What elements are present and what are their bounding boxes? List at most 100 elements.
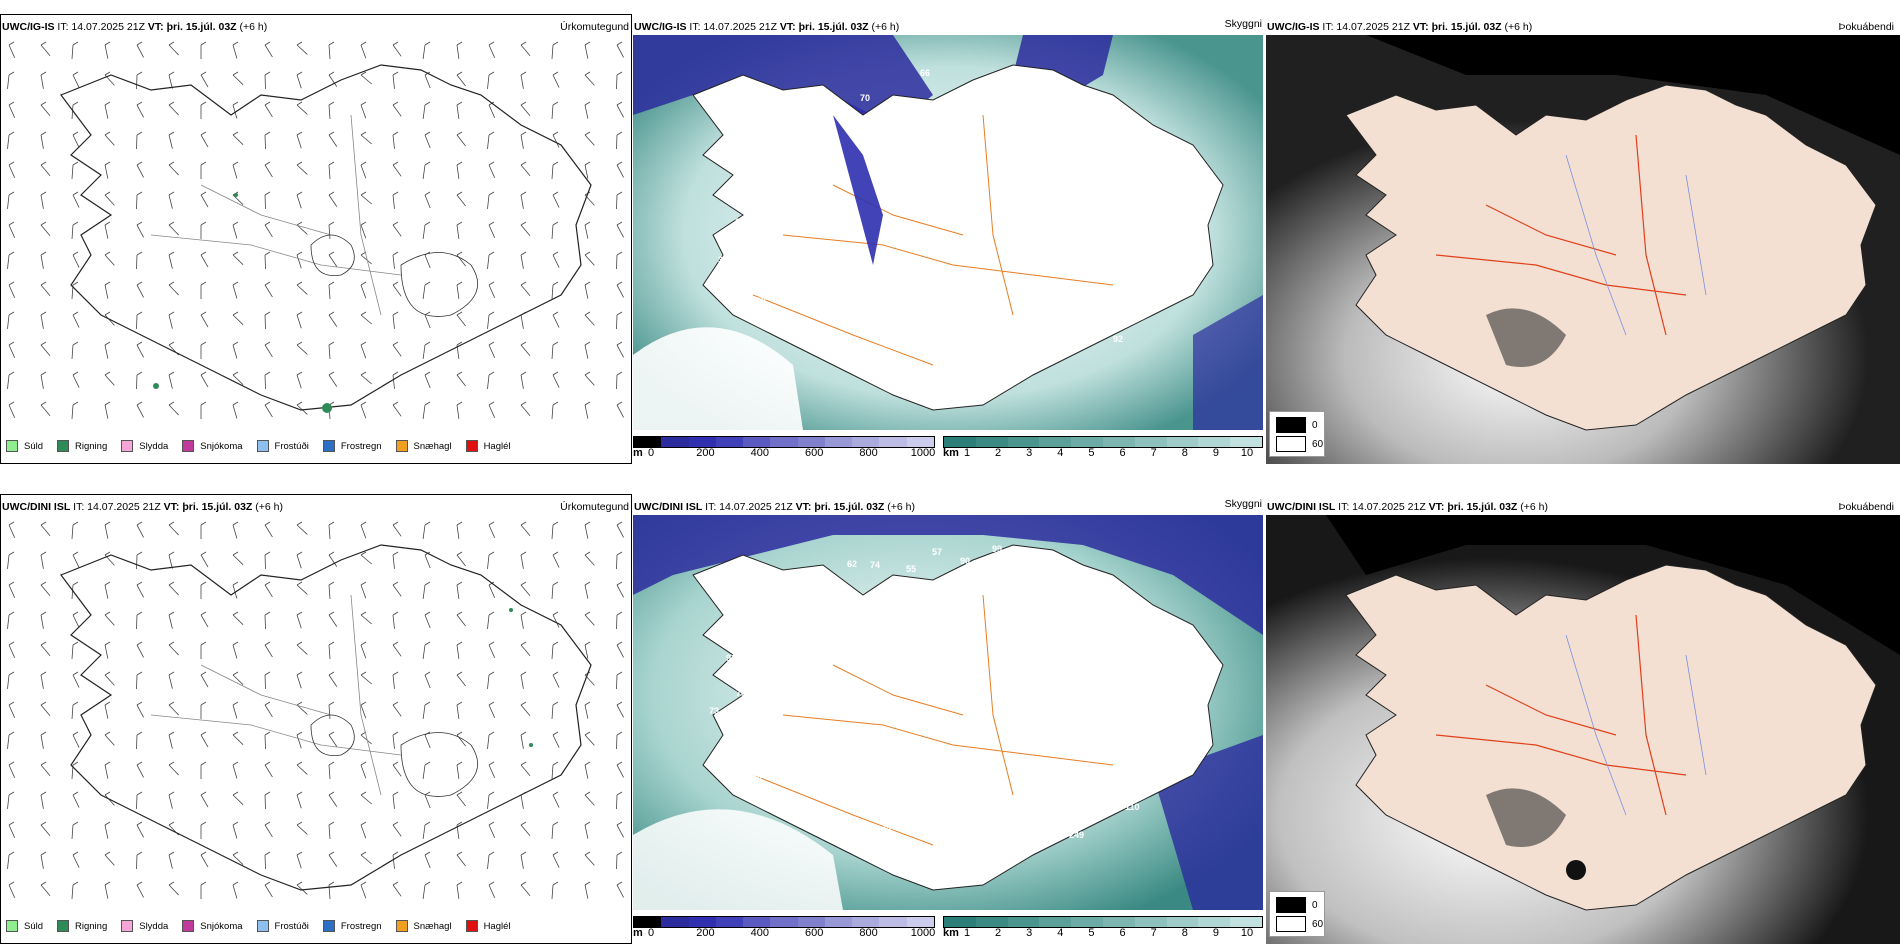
- legend-label: Snjókoma: [200, 920, 243, 932]
- init-time: IT: 14.07.2025 21Z: [1319, 21, 1413, 33]
- wind-barb-feather: [488, 71, 495, 76]
- wind-barb-feather: [104, 581, 111, 586]
- legend-label: Súld: [24, 920, 44, 932]
- wind-barb: [40, 284, 51, 296]
- wind-barb-feather: [104, 191, 111, 196]
- wind-barb-feather: [264, 581, 271, 586]
- wind-barb: [40, 134, 44, 149]
- wind-barb-feather: [392, 671, 399, 676]
- colorbar-segment: [1039, 437, 1072, 447]
- wind-barb-feather: [360, 761, 367, 766]
- wind-barb-feather: [40, 341, 47, 346]
- wind-barb-feather: [8, 611, 15, 616]
- wind-barb: [520, 224, 531, 236]
- wind-barb: [8, 164, 16, 178]
- wind-barb: [520, 824, 531, 836]
- wind-barb-feather: [456, 41, 463, 46]
- wind-barb-feather: [168, 671, 175, 676]
- wind-barb: [168, 614, 173, 629]
- wind-barb: [168, 884, 179, 896]
- wind-barb: [232, 554, 244, 565]
- wind-barb-feather: [552, 191, 559, 196]
- wind-barb-feather: [328, 191, 335, 196]
- wind-barb: [456, 674, 466, 687]
- wind-barb-feather: [136, 821, 143, 826]
- wind-barb-feather: [360, 161, 367, 166]
- wind-barb: [7, 554, 10, 569]
- colorbar-segment: [879, 437, 907, 447]
- wind-barb: [104, 254, 115, 266]
- wind-barb-feather: [104, 791, 111, 796]
- wind-barb-feather: [424, 401, 431, 406]
- wind-barb: [136, 314, 138, 330]
- visibility-label: 61: [1143, 768, 1153, 778]
- wind-barb-feather: [392, 41, 399, 46]
- wind-barb: [264, 164, 273, 178]
- wind-barb-feather: [552, 221, 559, 226]
- wind-barb: [71, 344, 74, 360]
- visibility-label: 107: [960, 838, 975, 848]
- wind-barb-feather: [200, 191, 207, 196]
- wind-barb: [392, 404, 402, 417]
- wind-barb: [422, 884, 426, 899]
- wind-barb: [552, 554, 560, 568]
- wind-barb-feather: [136, 71, 143, 76]
- wind-barb-feather: [136, 881, 143, 886]
- init-time: IT: 14.07.2025 21Z: [54, 21, 148, 33]
- wind-barb: [136, 824, 144, 838]
- wind-barb: [520, 254, 524, 269]
- wind-barb: [520, 704, 531, 716]
- wind-barb: [392, 704, 402, 717]
- wind-barb-feather: [136, 251, 143, 256]
- wind-barb: [360, 224, 367, 239]
- colorbar-unit: m: [633, 927, 643, 939]
- colorbar-tick: 6: [1119, 447, 1126, 459]
- wind-barb-feather: [296, 881, 303, 886]
- visibility-colorbar-ticks-top: km 1 2 3 4 5 6 7 8 9 10: [943, 447, 1261, 461]
- wind-barb-feather: [8, 641, 15, 646]
- wind-barb-feather: [168, 581, 175, 586]
- wind-barb-feather: [488, 281, 495, 286]
- colorbar-segment: [1230, 437, 1262, 447]
- wind-barb-feather: [584, 581, 591, 586]
- wind-barb-feather: [200, 881, 207, 886]
- wind-barb-feather: [136, 41, 143, 46]
- fog-map-svg: [1266, 515, 1900, 944]
- wind-barb: [422, 284, 426, 299]
- wind-barb: [328, 104, 331, 120]
- wind-barb-feather: [264, 101, 271, 106]
- wind-barb: [71, 524, 74, 540]
- legend-label: Frostregn: [340, 920, 382, 932]
- precip-map-bottom: [1, 515, 631, 910]
- wind-barb: [616, 254, 618, 270]
- wind-barb: [456, 134, 466, 147]
- wind-barb: [360, 134, 372, 145]
- precip-type-legend-top: Súld Rigning Slydda Snjókoma Frostúði Frostre…: [6, 436, 525, 456]
- visibility-label: 90: [766, 618, 776, 628]
- wind-barb-feather: [424, 641, 431, 646]
- wind-barb-feather: [584, 311, 591, 316]
- wind-barb: [40, 584, 51, 596]
- wind-barb: [551, 884, 554, 900]
- colorbar-segment: [715, 437, 744, 447]
- visibility-label: 90: [960, 556, 970, 566]
- wind-barb: [136, 44, 144, 58]
- wind-barb-feather: [200, 311, 207, 316]
- wind-barb-feather: [264, 251, 271, 256]
- wind-barb-feather: [392, 251, 399, 256]
- wind-barb: [40, 194, 44, 209]
- wind-barb: [328, 74, 338, 87]
- wind-barb-feather: [360, 701, 367, 706]
- wind-barb-feather: [584, 251, 591, 256]
- wind-barb: [296, 314, 302, 329]
- wind-barb-feather: [8, 71, 15, 76]
- wind-barb-feather: [328, 611, 335, 616]
- wind-barb: [104, 194, 115, 206]
- wind-barb: [328, 194, 338, 207]
- wind-barb-feather: [232, 161, 239, 166]
- wind-barb: [71, 704, 74, 720]
- wind-barb-feather: [488, 161, 495, 166]
- colorbar-tick: 9: [1212, 447, 1219, 459]
- wind-barb-feather: [520, 341, 527, 346]
